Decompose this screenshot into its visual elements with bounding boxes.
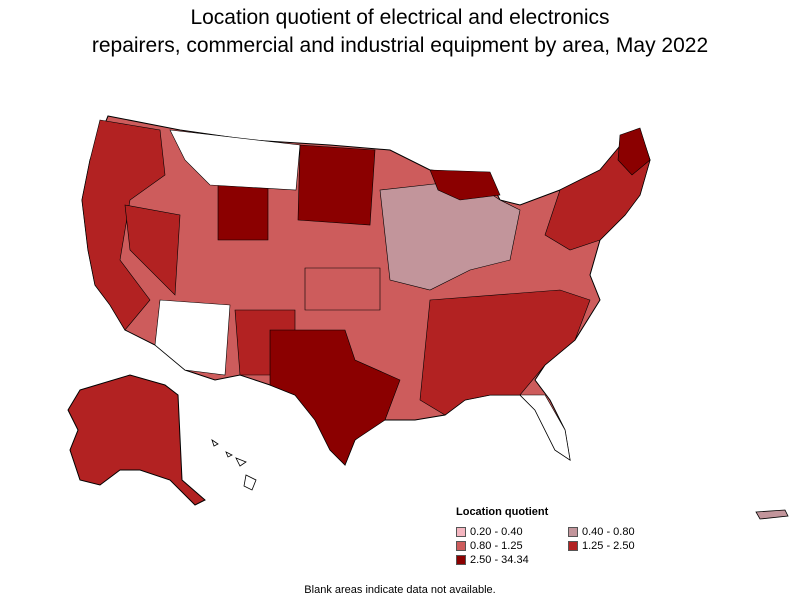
region-dakotas (297, 144, 376, 226)
legend-label: 0.80 - 1.25 (470, 540, 523, 552)
legend-swatch (568, 541, 578, 551)
legend-item-4: 1.25 - 2.50 (568, 540, 668, 552)
legend-title: Location quotient (456, 506, 549, 518)
legend-item-5: 2.50 - 34.34 (456, 554, 568, 566)
legend-swatch (456, 541, 466, 551)
alaska (67, 374, 206, 506)
legend-item-3: 0.80 - 1.25 (456, 540, 568, 552)
legend-swatch (456, 527, 466, 537)
region-west-coast (81, 119, 166, 331)
legend-item-1: 0.20 - 0.40 (456, 526, 568, 538)
region-texas (269, 329, 401, 466)
title-line-1: Location quotient of electrical and elec… (190, 6, 610, 29)
puerto-rico (755, 509, 789, 520)
legend-swatch (568, 527, 578, 537)
legend: Location quotient 0.20 - 0.40 0.40 - 0.8… (456, 506, 668, 566)
region-southeast (419, 289, 591, 416)
legend-label: 0.20 - 0.40 (470, 526, 523, 538)
legend-item-2: 0.40 - 0.80 (568, 526, 668, 538)
region-kansas (304, 267, 381, 311)
region-nevada (124, 204, 181, 296)
hawaii (211, 439, 257, 491)
legend-label: 1.25 - 2.50 (582, 540, 635, 552)
legend-label: 2.50 - 34.34 (470, 554, 529, 566)
region-montana-blank (169, 129, 301, 191)
region-arizona (154, 299, 231, 376)
title-line-2: repairers, commercial and industrial equ… (91, 34, 709, 57)
region-wyoming (217, 184, 269, 241)
legend-label: 0.40 - 0.80 (582, 526, 635, 538)
region-great-lakes-michigan (429, 169, 501, 201)
footnote: Blank areas indicate data not available. (304, 584, 496, 596)
region-florida (519, 394, 571, 461)
legend-swatch (456, 555, 466, 565)
region-maine (617, 127, 651, 176)
map-title: Location quotient of electrical and elec… (0, 4, 800, 60)
